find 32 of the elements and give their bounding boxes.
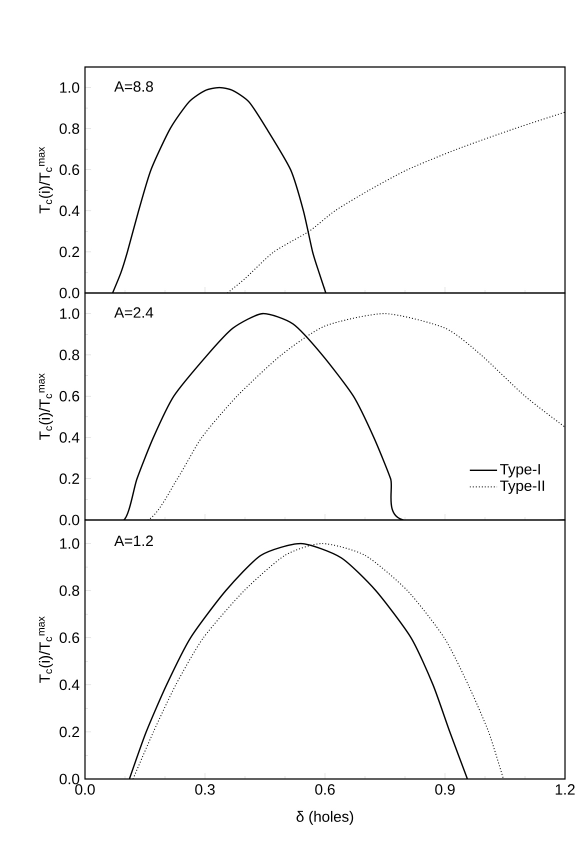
y-tick-label: 0.0 <box>60 774 80 784</box>
y-axis-title: T$_{c}$(i)/T$_{c}$max <box>38 373 53 440</box>
legend-label: Type-II <box>500 480 544 494</box>
y-tick-label: 0.8 <box>60 123 80 134</box>
y-tick-label: 0.6 <box>60 632 80 644</box>
y-tick-label: 0.2 <box>60 726 80 738</box>
y-tick-label: 1.0 <box>60 538 80 549</box>
y-tick-label: 0.0 <box>60 288 80 298</box>
annotation: A=1.2 <box>114 536 153 546</box>
x-tick-label: 0.0 <box>75 784 95 795</box>
y-tick-label: 1.0 <box>60 308 80 319</box>
y-axis-title: T$_{c}$(i)/T$_{c}$max <box>38 146 53 214</box>
y-tick-label: 0.6 <box>60 164 80 176</box>
x-axis-title: δ (holes) <box>296 810 354 825</box>
y-tick-label: 0.4 <box>60 432 80 443</box>
y-tick-label: 0.8 <box>60 585 80 596</box>
y-tick-label: 0.2 <box>60 473 80 484</box>
y-tick-label: 1.0 <box>60 82 80 93</box>
y-tick-label: 0.6 <box>60 390 80 402</box>
legend-label: Type-I <box>500 464 540 478</box>
x-tick-label: 0.6 <box>315 784 335 795</box>
x-tick-label: 0.9 <box>435 784 455 795</box>
y-axis-title: T$_{c}$(i)/T$_{c}$max <box>38 616 53 683</box>
x-tick-label: 1.2 <box>556 784 575 795</box>
annotation: A=2.4 <box>114 307 154 318</box>
annotation: A=8.8 <box>114 81 153 92</box>
y-tick-label: 0.4 <box>60 206 80 216</box>
y-tick-label: 0.8 <box>60 350 80 360</box>
y-tick-label: 0.2 <box>60 246 80 258</box>
x-tick-label: 0.3 <box>195 784 215 795</box>
y-tick-label: 0.0 <box>60 514 80 526</box>
y-tick-label: 0.4 <box>60 680 80 690</box>
